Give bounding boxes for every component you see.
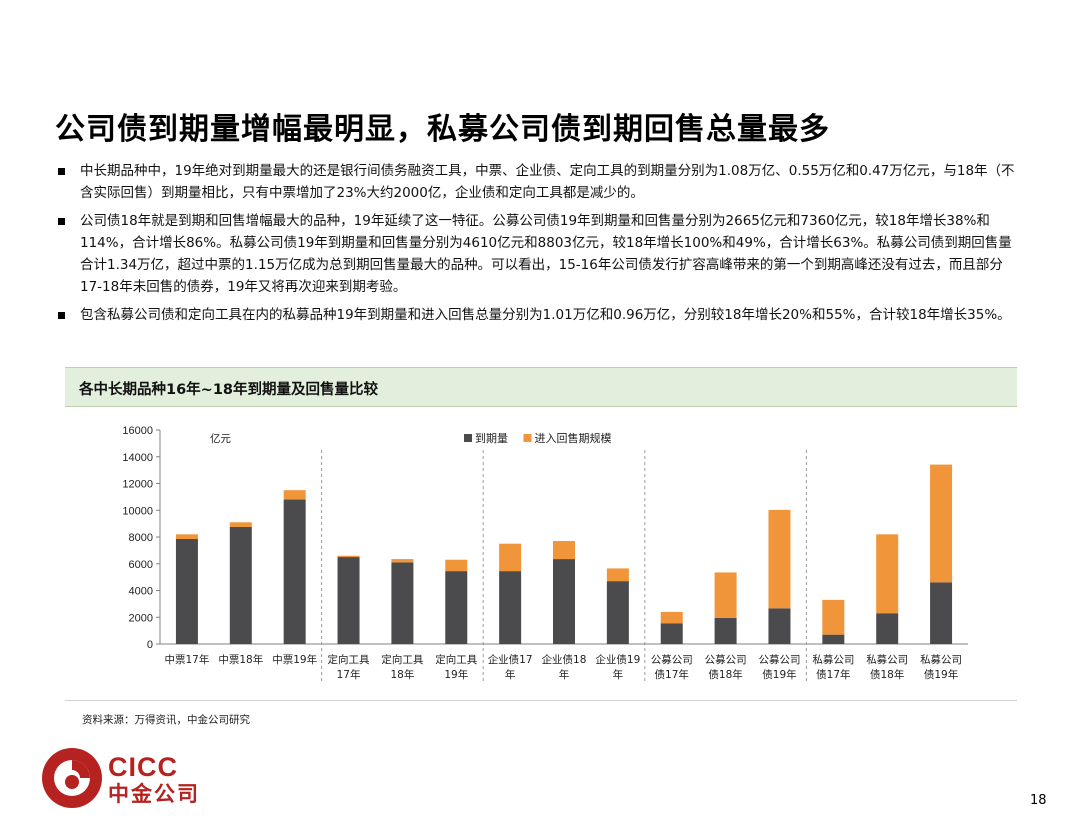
bar-segment bbox=[553, 541, 575, 560]
page-number: 18 bbox=[1030, 793, 1047, 808]
x-tick-label: 定向工具 bbox=[435, 653, 477, 666]
x-tick-label: 年 bbox=[505, 668, 516, 681]
bullet-item: 中长期品种中，19年绝对到期量最大的还是银行间债务融资工具，中票、企业债、定向工… bbox=[58, 160, 1023, 204]
square-bullet-icon bbox=[58, 168, 65, 175]
bar-segment bbox=[822, 599, 845, 635]
square-bullet-icon bbox=[58, 218, 65, 225]
bar-segment bbox=[283, 490, 306, 500]
bullet-item: 包含私募公司债和定向工具在内的私募品种19年到期量和进入回售总量分别为1.01万… bbox=[58, 304, 1023, 326]
x-tick-label: 公募公司 bbox=[758, 653, 800, 666]
y-tick-label: 10000 bbox=[122, 505, 153, 517]
bar-segment bbox=[660, 623, 683, 644]
bar-segment bbox=[930, 464, 953, 583]
bullet-text: 包含私募公司债和定向工具在内的私募品种19年到期量和进入回售总量分别为1.01万… bbox=[80, 307, 1011, 323]
divider bbox=[65, 700, 1017, 701]
x-tick-label: 债18年 bbox=[870, 668, 904, 681]
legend-label: 到期量 bbox=[475, 432, 508, 445]
logo-text-en: CICC bbox=[108, 752, 178, 782]
bar-segment bbox=[337, 557, 360, 644]
x-tick-label: 债19年 bbox=[924, 668, 958, 681]
x-tick-label: 17年 bbox=[337, 668, 361, 681]
x-tick-label: 公募公司 bbox=[651, 653, 693, 666]
bar-segment bbox=[391, 559, 414, 563]
x-tick-label: 中票17年 bbox=[164, 653, 209, 666]
chart-title: 各中长期品种16年~18年到期量及回售量比较 bbox=[79, 382, 379, 398]
bullet-list: 中长期品种中，19年绝对到期量最大的还是银行间债务融资工具，中票、企业债、定向工… bbox=[58, 160, 1023, 332]
source-note: 资料来源：万得资讯，中金公司研究 bbox=[82, 714, 250, 726]
bar-segment bbox=[822, 634, 845, 644]
x-tick-label: 19年 bbox=[444, 668, 468, 681]
x-tick-label: 债17年 bbox=[816, 668, 850, 681]
x-tick-label: 中票18年 bbox=[218, 653, 263, 666]
x-tick-label: 私募公司 bbox=[920, 653, 962, 666]
bullet-text: 中长期品种中，19年绝对到期量最大的还是银行间债务融资工具，中票、企业债、定向工… bbox=[80, 163, 1015, 201]
y-tick-label: 8000 bbox=[129, 532, 153, 544]
bar-segment bbox=[606, 568, 629, 582]
x-tick-label: 公募公司 bbox=[705, 653, 747, 666]
legend-swatch bbox=[464, 434, 472, 442]
bar-segment bbox=[175, 534, 198, 540]
x-tick-label: 企业债18 bbox=[542, 653, 587, 666]
x-tick-label: 18年 bbox=[390, 668, 414, 681]
y-tick-label: 0 bbox=[147, 639, 153, 651]
bar-segment bbox=[768, 509, 791, 609]
cicc-logo-icon bbox=[42, 748, 102, 808]
page-title: 公司债到期量增幅最明显，私募公司债到期回售总量最多 bbox=[55, 112, 830, 147]
x-tick-label: 中票19年 bbox=[272, 653, 317, 666]
bar-segment bbox=[499, 571, 522, 644]
bar-segment bbox=[606, 581, 629, 644]
x-tick-label: 定向工具 bbox=[381, 653, 423, 666]
chart-header: 各中长期品种16年~18年到期量及回售量比较 bbox=[65, 367, 1017, 407]
bar-segment bbox=[930, 582, 953, 644]
bar-segment bbox=[553, 559, 575, 644]
y-unit-label: 亿元 bbox=[210, 432, 231, 445]
bar-segment bbox=[229, 522, 252, 527]
bullet-item: 公司债18年就是到期和回售增幅最大的品种，19年延续了这一特征。公募公司债19年… bbox=[58, 210, 1023, 298]
bar-segment bbox=[876, 613, 899, 644]
square-bullet-icon bbox=[58, 312, 65, 319]
x-tick-label: 私募公司 bbox=[812, 653, 854, 666]
bar-segment bbox=[445, 559, 468, 572]
x-tick-label: 私募公司 bbox=[866, 653, 908, 666]
bar-segment bbox=[660, 611, 683, 624]
x-tick-label: 定向工具 bbox=[328, 653, 370, 666]
bar-segment bbox=[283, 499, 306, 644]
y-tick-label: 4000 bbox=[129, 586, 153, 598]
bar-segment bbox=[714, 617, 737, 644]
bar-segment bbox=[175, 539, 198, 644]
bullet-text: 公司债18年就是到期和回售增幅最大的品种，19年延续了这一特征。公募公司债19年… bbox=[80, 213, 1012, 295]
y-tick-label: 16000 bbox=[122, 425, 153, 437]
y-tick-label: 2000 bbox=[129, 612, 153, 624]
bar-segment bbox=[714, 572, 737, 618]
logo-text-cn: 中金公司 bbox=[108, 782, 200, 806]
y-tick-label: 14000 bbox=[122, 452, 153, 464]
y-tick-label: 12000 bbox=[122, 479, 153, 491]
x-tick-label: 债17年 bbox=[655, 668, 689, 681]
y-tick-label: 6000 bbox=[129, 559, 153, 571]
bar-segment bbox=[337, 555, 360, 558]
x-tick-label: 年 bbox=[613, 668, 624, 681]
legend-label: 进入回售期规模 bbox=[535, 431, 612, 445]
bar-segment bbox=[445, 571, 468, 644]
legend-swatch bbox=[523, 434, 532, 442]
bar-segment bbox=[499, 543, 522, 572]
x-tick-label: 企业债19 bbox=[595, 653, 640, 666]
x-tick-label: 债18年 bbox=[708, 668, 742, 681]
x-tick-label: 债19年 bbox=[762, 668, 796, 681]
bar-segment bbox=[768, 608, 791, 644]
bar-segment bbox=[876, 534, 899, 614]
bar-segment bbox=[391, 562, 414, 644]
bar-segment bbox=[229, 526, 252, 644]
x-tick-label: 企业债17 bbox=[488, 653, 533, 666]
x-tick-label: 年 bbox=[559, 668, 570, 681]
